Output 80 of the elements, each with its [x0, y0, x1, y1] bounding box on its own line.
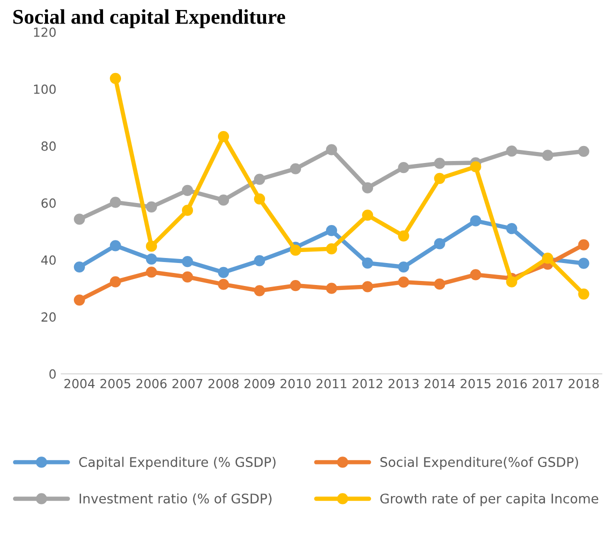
x-tick-label: 2005: [100, 378, 130, 388]
x-tick-label: 2008: [208, 378, 239, 388]
point: [362, 257, 374, 269]
point: [182, 256, 194, 268]
point: [182, 271, 194, 283]
y-tick-label: 100: [34, 84, 56, 94]
point: [506, 146, 518, 157]
point: [182, 204, 194, 216]
legend-label: Capital Expenditure (% GSDP): [79, 456, 276, 470]
x-tick-label: 2009: [244, 378, 275, 388]
legend-label: Investment ratio (% of GSDP): [80, 493, 272, 506]
point: [290, 280, 302, 292]
legend-label: Growth rate of per capita Income: [380, 493, 598, 506]
point: [326, 224, 338, 236]
point: [362, 182, 374, 194]
x-tick-label: 2017: [532, 378, 563, 388]
point: [254, 285, 266, 296]
point: [326, 243, 338, 254]
point: [218, 131, 230, 142]
point: [326, 144, 338, 156]
y-tick-label: 80: [41, 141, 56, 151]
point: [434, 238, 446, 250]
point: [326, 282, 338, 294]
point: [506, 222, 518, 234]
x-tick-label: 2014: [424, 378, 455, 388]
point: [434, 158, 446, 169]
point: [218, 278, 230, 290]
x-tick-label: 2007: [172, 378, 202, 388]
x-tick-label: 2010: [280, 378, 311, 388]
x-tick-label: 2015: [460, 378, 490, 388]
y-tick-label: 60: [42, 198, 56, 208]
point: [578, 288, 590, 300]
point: [542, 150, 554, 161]
point: [290, 244, 302, 256]
point: [218, 194, 230, 206]
point: [254, 174, 266, 185]
y-tick-label: 120: [34, 28, 56, 37]
point: [182, 184, 194, 196]
point: [434, 278, 446, 290]
x-tick-label: 2013: [388, 378, 419, 388]
point: [74, 294, 85, 306]
point: [146, 201, 158, 212]
point: [398, 276, 410, 288]
point: [254, 255, 266, 266]
x-tick-label: 2018: [568, 378, 599, 388]
point: [254, 193, 266, 204]
point: [110, 276, 121, 288]
point: [434, 172, 446, 184]
point: [578, 146, 590, 157]
point: [74, 214, 85, 225]
point: [398, 261, 410, 273]
point: [218, 266, 230, 278]
x-tick-label: 2006: [136, 378, 167, 388]
x-tick-label: 2012: [352, 378, 382, 388]
point: [470, 161, 482, 172]
point: [110, 240, 121, 252]
point: [470, 269, 482, 280]
x-tick-label: 2016: [496, 378, 527, 388]
point: [362, 210, 374, 221]
point: [398, 230, 410, 242]
y-tick-label: 40: [41, 255, 56, 265]
point: [290, 163, 302, 174]
legend-label: Social Expenditure(%of GSDP): [380, 456, 578, 470]
point: [146, 240, 158, 252]
point: [398, 162, 410, 174]
point: [146, 253, 158, 265]
point: [506, 276, 518, 288]
point: [362, 281, 374, 292]
y-tick-label: 0: [49, 369, 56, 379]
point: [146, 266, 158, 278]
point: [470, 215, 482, 226]
point: [74, 261, 85, 273]
point: [578, 258, 590, 269]
y-tick-label: 20: [42, 312, 56, 322]
point: [110, 72, 121, 84]
x-tick-label: 2011: [316, 378, 346, 388]
x-tick-label: 2004: [64, 378, 95, 388]
chart-title: Social and capital Expenditure: [13, 9, 286, 28]
point: [110, 196, 121, 208]
point: [578, 239, 590, 250]
